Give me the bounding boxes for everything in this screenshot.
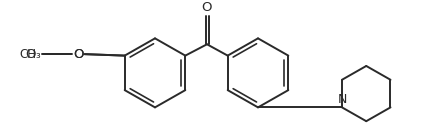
Text: N: N bbox=[338, 93, 347, 106]
Text: O: O bbox=[73, 48, 83, 61]
Text: CH₃: CH₃ bbox=[19, 48, 41, 61]
Text: O: O bbox=[202, 1, 212, 14]
Text: O: O bbox=[25, 48, 35, 61]
Text: O: O bbox=[73, 48, 83, 61]
